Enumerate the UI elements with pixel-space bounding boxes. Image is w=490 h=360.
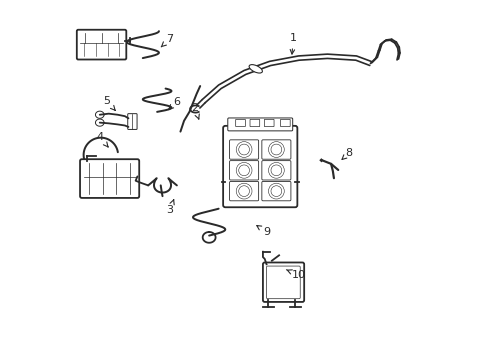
- Text: 1: 1: [290, 33, 297, 54]
- FancyBboxPatch shape: [230, 181, 259, 201]
- Text: 4: 4: [96, 132, 108, 147]
- Text: 6: 6: [169, 97, 180, 109]
- FancyBboxPatch shape: [267, 266, 300, 299]
- FancyBboxPatch shape: [265, 120, 274, 127]
- FancyBboxPatch shape: [77, 30, 126, 59]
- FancyBboxPatch shape: [128, 114, 137, 130]
- FancyBboxPatch shape: [250, 120, 260, 127]
- FancyBboxPatch shape: [236, 120, 245, 127]
- Text: 7: 7: [161, 34, 173, 47]
- FancyBboxPatch shape: [263, 262, 304, 302]
- Text: 5: 5: [103, 96, 115, 111]
- FancyBboxPatch shape: [262, 140, 291, 159]
- Text: 10: 10: [287, 270, 306, 280]
- FancyBboxPatch shape: [80, 159, 139, 198]
- Text: 3: 3: [166, 200, 174, 216]
- Text: 9: 9: [257, 225, 270, 237]
- FancyBboxPatch shape: [223, 126, 297, 207]
- Text: 8: 8: [342, 148, 353, 159]
- FancyBboxPatch shape: [262, 161, 291, 180]
- FancyBboxPatch shape: [262, 181, 291, 201]
- FancyBboxPatch shape: [83, 162, 100, 195]
- FancyBboxPatch shape: [280, 120, 290, 127]
- FancyBboxPatch shape: [230, 161, 259, 180]
- FancyBboxPatch shape: [230, 140, 259, 159]
- Text: 2: 2: [191, 103, 199, 119]
- Ellipse shape: [249, 64, 263, 73]
- FancyBboxPatch shape: [228, 118, 293, 131]
